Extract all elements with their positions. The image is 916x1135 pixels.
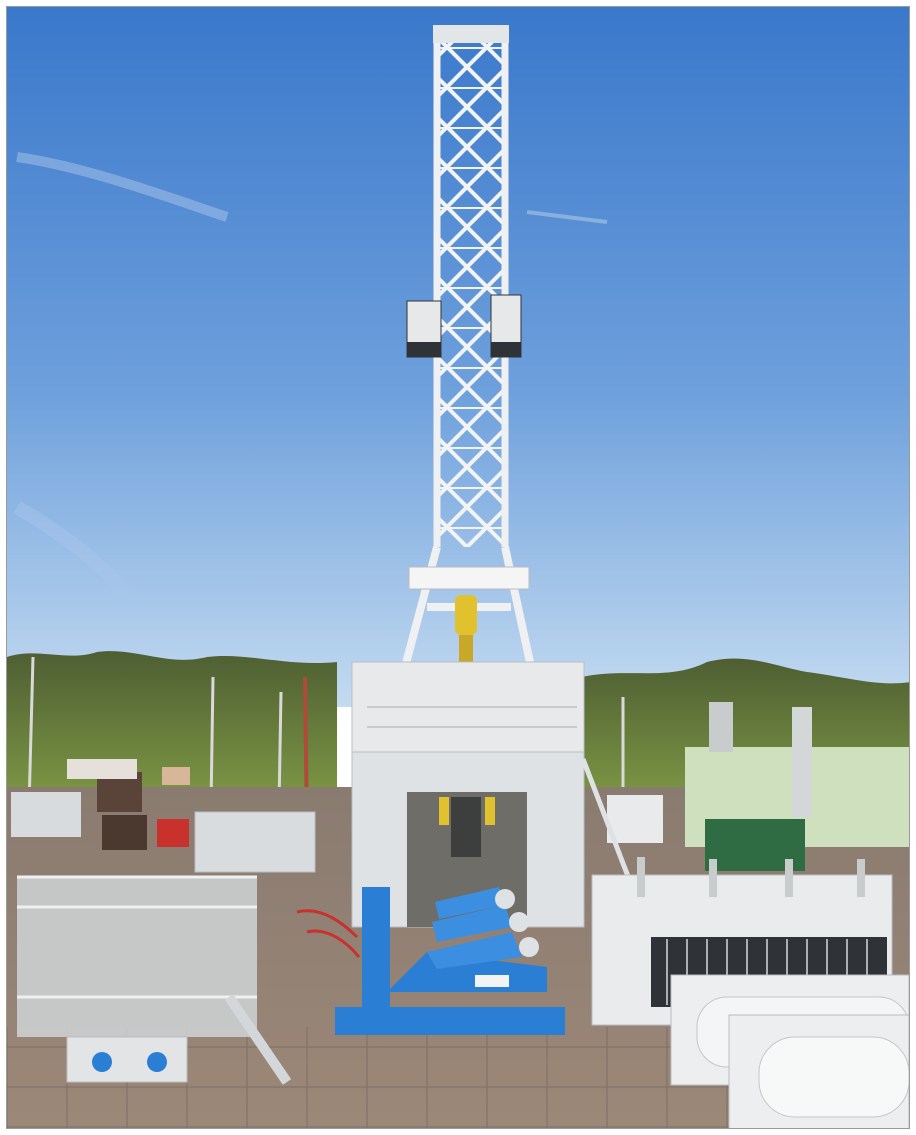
tank-containers	[670, 974, 909, 1128]
hoses	[296, 909, 361, 958]
mud-tank-platform	[17, 875, 292, 1085]
travelling-block	[455, 595, 477, 635]
drilling-rig-photo	[7, 7, 909, 1128]
cloud-wisp	[16, 152, 229, 222]
trailer	[11, 792, 81, 837]
cloud-wisp	[13, 500, 133, 601]
exhaust-stack	[709, 702, 733, 752]
exhaust-stack	[792, 707, 812, 817]
stair-railing	[580, 758, 632, 880]
derrick-mast	[406, 25, 522, 547]
tank-cylinder	[194, 811, 316, 873]
storage-building	[162, 767, 190, 785]
cloud-wisp	[526, 210, 608, 224]
red-forklift	[157, 819, 189, 847]
yellow-clamp	[485, 797, 495, 825]
yellow-clamp	[439, 797, 449, 825]
photo-frame	[6, 6, 910, 1129]
derrick-sign-panel	[408, 566, 530, 590]
blowout-preventer	[451, 797, 481, 857]
top-drive	[459, 635, 473, 665]
pipe-stack	[102, 815, 147, 850]
mud-pumps	[335, 887, 565, 1035]
platform-stairs	[224, 994, 292, 1085]
storage-building	[67, 759, 137, 779]
substructure-ribs	[367, 706, 577, 728]
white-container	[607, 795, 663, 843]
